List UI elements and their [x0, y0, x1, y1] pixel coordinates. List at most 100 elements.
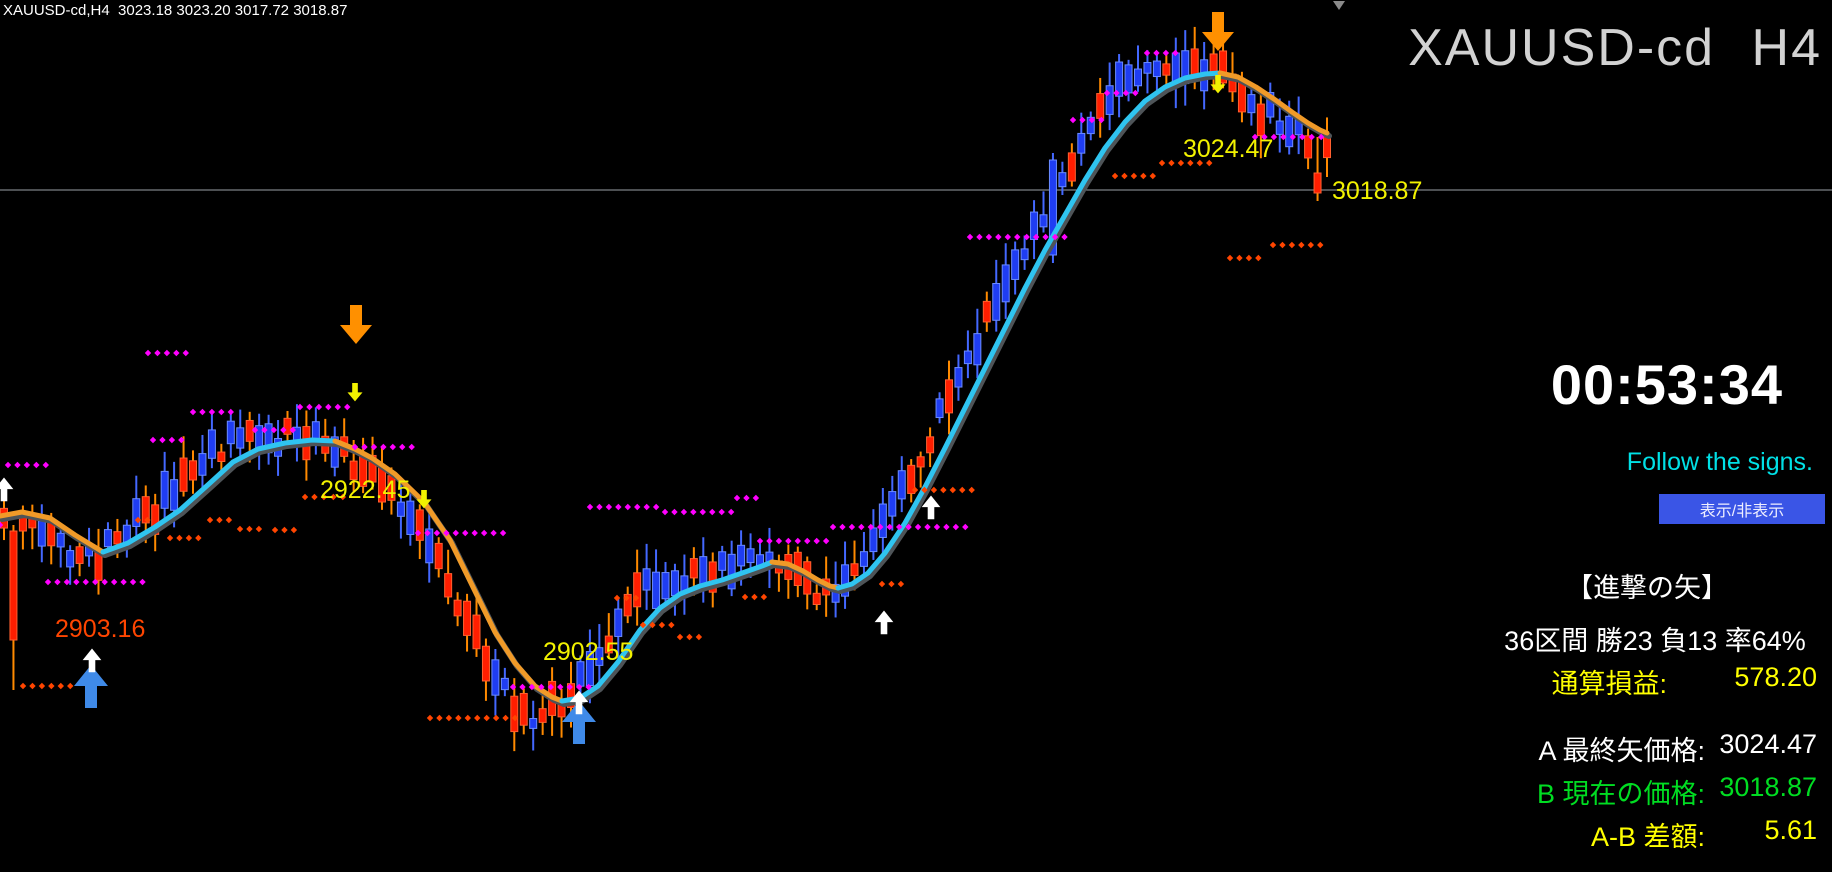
candle	[1256, 87, 1265, 159]
countdown-timer: 00:53:34	[1550, 353, 1783, 416]
total-pl-value: 578.20	[1734, 662, 1817, 692]
chart-ohlc-info: XAUUSD-cd,H4 3023.18 3023.20 3017.72 301…	[3, 2, 348, 19]
candle	[1313, 137, 1322, 201]
candle	[1020, 235, 1029, 270]
candle	[1323, 117, 1331, 178]
candle	[425, 506, 434, 583]
candle	[670, 563, 679, 616]
candle	[311, 407, 320, 455]
chart-price-label: 3018.87	[1332, 177, 1422, 205]
chart-price-label: 2902.55	[543, 638, 633, 666]
candle	[1058, 161, 1067, 196]
candle	[264, 414, 273, 465]
candle	[699, 537, 708, 603]
candle	[75, 540, 84, 577]
ab-diff-label: A-B 差額:	[1590, 822, 1705, 852]
candle	[973, 308, 982, 379]
up-big-arrow	[74, 665, 108, 708]
ma-line	[0, 70, 1330, 704]
up-small-arrow	[874, 610, 894, 635]
candle	[179, 436, 188, 497]
candle	[481, 638, 490, 701]
symbol-watermark: XAUUSD-cd H4	[1408, 19, 1822, 77]
total-pl-label: 通算損益:	[1551, 669, 1667, 699]
down-big-arrow	[340, 305, 372, 344]
candle	[453, 592, 462, 627]
candle	[1219, 43, 1228, 89]
candle	[444, 549, 453, 605]
candle	[907, 459, 916, 503]
down-small-arrow	[416, 490, 432, 509]
candle	[1067, 143, 1076, 187]
candle	[614, 597, 623, 659]
candle	[226, 413, 235, 458]
candle	[207, 413, 216, 469]
candle	[869, 509, 878, 560]
candle	[642, 543, 651, 610]
candle	[122, 519, 131, 558]
candle	[1086, 111, 1095, 141]
candle	[529, 700, 538, 751]
chart-shift-marker	[1333, 1, 1345, 10]
candle	[623, 586, 632, 624]
candle	[954, 354, 963, 401]
candle	[236, 409, 245, 462]
candle	[472, 590, 481, 657]
candle	[897, 456, 906, 513]
candle	[1294, 96, 1303, 155]
candle	[94, 528, 103, 595]
candle	[1096, 77, 1105, 138]
candle	[1001, 243, 1010, 319]
candle	[56, 525, 65, 568]
chart-price-label: 2903.16	[55, 615, 145, 643]
down-small-arrow	[347, 383, 363, 402]
candle	[1134, 45, 1142, 92]
candle	[859, 531, 868, 577]
candle	[926, 427, 935, 468]
candle	[434, 537, 443, 578]
up-small-arrow	[0, 477, 14, 502]
candle	[189, 450, 197, 494]
candle	[1143, 50, 1152, 94]
candle	[878, 487, 887, 558]
candle	[1011, 241, 1020, 295]
candle	[491, 649, 500, 716]
candle	[37, 504, 46, 563]
candle	[1181, 30, 1190, 106]
candle	[803, 556, 812, 610]
candle	[992, 259, 1001, 332]
candle	[595, 624, 604, 688]
candle	[1105, 62, 1114, 131]
candle	[604, 613, 613, 659]
candle	[340, 418, 349, 463]
up-small-arrow	[569, 690, 589, 715]
candle	[557, 688, 566, 738]
candle	[727, 540, 736, 597]
candle	[396, 481, 405, 539]
candle	[652, 549, 661, 619]
candle	[132, 475, 141, 538]
show-hide-button[interactable]: 表示/非表示	[1659, 494, 1825, 524]
candle	[812, 584, 821, 611]
follow-signs-text: Follow the signs.	[1626, 448, 1813, 476]
candle	[538, 693, 547, 735]
last-arrow-price-value: 3024.47	[1719, 729, 1817, 759]
ma-shadow	[0, 73, 1332, 707]
down-small-arrow	[1210, 75, 1226, 94]
ab-diff-value: 5.61	[1764, 815, 1817, 845]
candle	[66, 545, 75, 585]
candle	[888, 475, 897, 531]
candle	[661, 561, 670, 604]
candle	[963, 330, 972, 379]
candle	[1171, 37, 1180, 109]
signal-arrows	[0, 12, 1234, 744]
candle	[198, 434, 207, 496]
up-small-arrow	[921, 495, 941, 520]
candle	[406, 488, 415, 546]
candle	[765, 527, 774, 589]
signal-dots	[0, 49, 1325, 722]
candle	[1039, 191, 1048, 233]
current-price-label: B 現在の価格:	[1536, 779, 1705, 809]
candle	[633, 549, 642, 626]
